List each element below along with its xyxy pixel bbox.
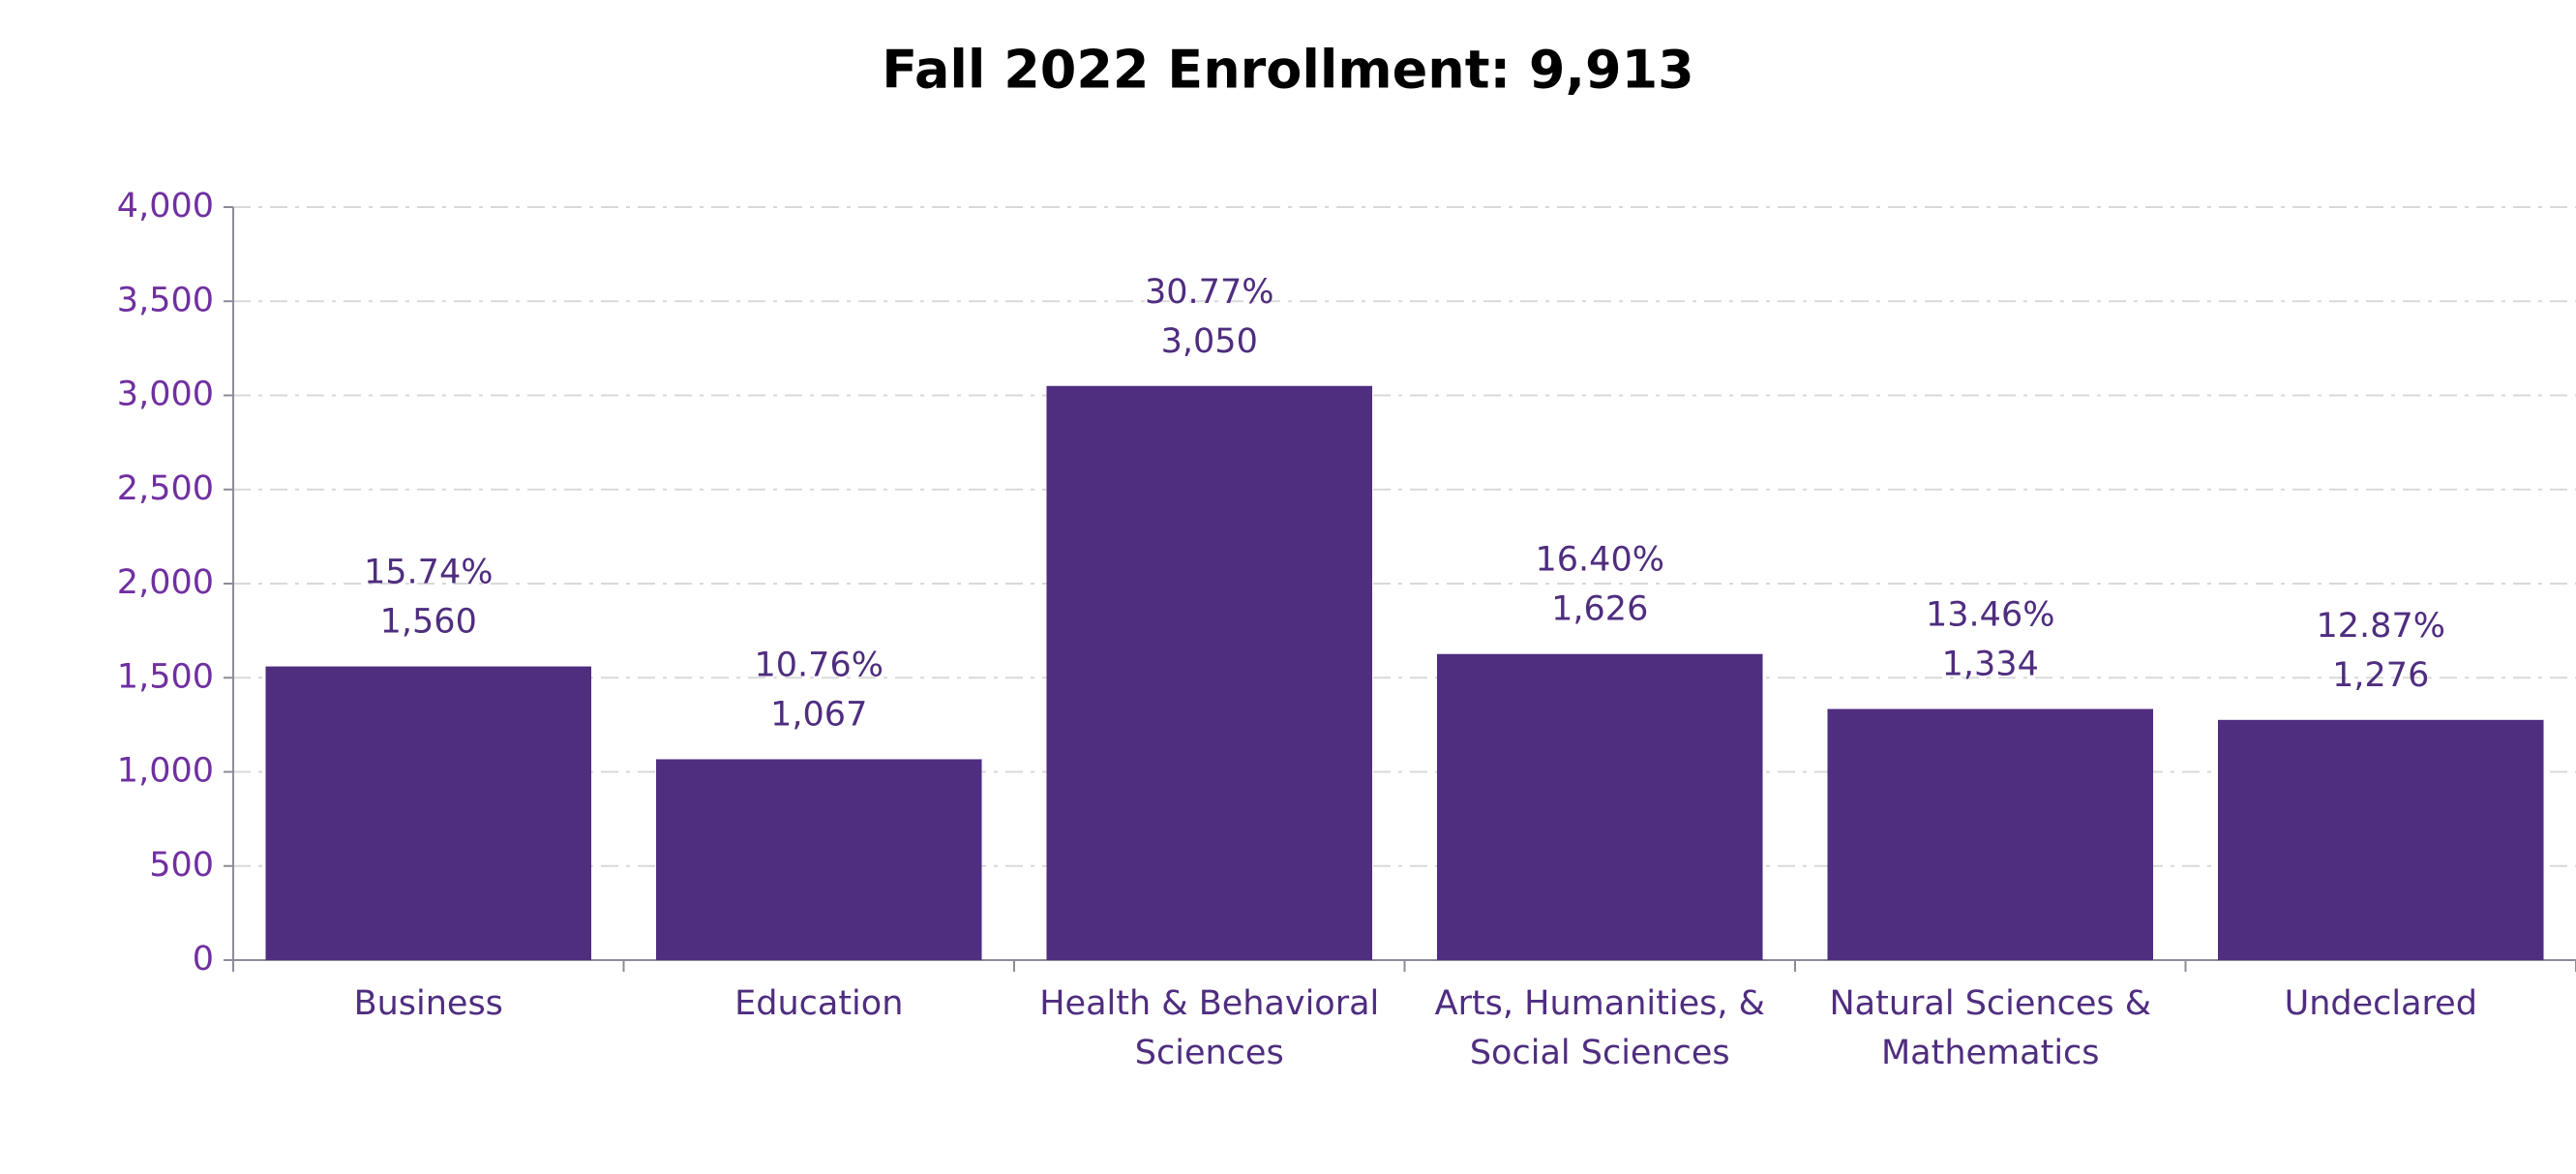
x-tick-label: Arts, Humanities, & Social Sciences <box>1434 984 1765 1072</box>
y-tick-label: 0 <box>193 940 214 978</box>
bar <box>655 759 982 960</box>
y-tick-label: 4,000 <box>117 187 214 226</box>
y-tick-label: 2,500 <box>117 469 214 508</box>
x-tick-label-box: Education <box>734 984 904 1023</box>
x-tick-label: Health & Behavioral Sciences <box>1039 984 1380 1072</box>
percentage-label: 15.74% <box>364 554 493 592</box>
x-tick-label-box: Undeclared <box>2284 984 2477 1023</box>
x-tick-label-box: Natural Sciences & Mathematics <box>1829 984 2152 1072</box>
value-label: 3,050 <box>1161 322 1258 361</box>
x-tick-label: Undeclared <box>2284 984 2477 1023</box>
bar <box>2217 719 2544 960</box>
x-tick-label-box: Business <box>353 984 503 1023</box>
percentage-label: 16.40% <box>1536 541 1664 580</box>
bar <box>1046 385 1373 960</box>
value-label: 1,334 <box>1942 646 2039 684</box>
value-label: 1,276 <box>2332 656 2429 695</box>
value-label: 1,560 <box>380 603 477 642</box>
value-label: 1,626 <box>1551 590 1648 629</box>
x-tick-label-box: Health & Behavioral Sciences <box>1039 984 1380 1072</box>
x-tick-label: Natural Sciences & Mathematics <box>1829 984 2152 1072</box>
bar <box>1827 708 2154 960</box>
y-tick-label: 3,500 <box>117 281 214 319</box>
y-tick-label: 2,000 <box>117 563 214 602</box>
percentage-label: 30.77% <box>1145 273 1273 312</box>
bar <box>265 666 592 960</box>
percentage-label: 12.87% <box>2317 607 2445 646</box>
y-tick-label: 3,000 <box>117 376 214 414</box>
x-tick-label: Education <box>734 984 904 1023</box>
x-tick-label: Business <box>353 984 503 1023</box>
chart-title: Fall 2022 Enrollment: 9,913 <box>882 40 1694 101</box>
percentage-label: 10.76% <box>755 646 884 684</box>
y-tick-label: 500 <box>149 846 214 885</box>
bar <box>1436 653 1763 960</box>
percentage-label: 13.46% <box>1926 596 2054 635</box>
y-tick-label: 1,500 <box>117 657 214 696</box>
value-label: 1,067 <box>770 695 867 734</box>
x-tick-label-box: Arts, Humanities, & Social Sciences <box>1434 984 1765 1072</box>
y-tick-label: 1,000 <box>117 752 214 791</box>
